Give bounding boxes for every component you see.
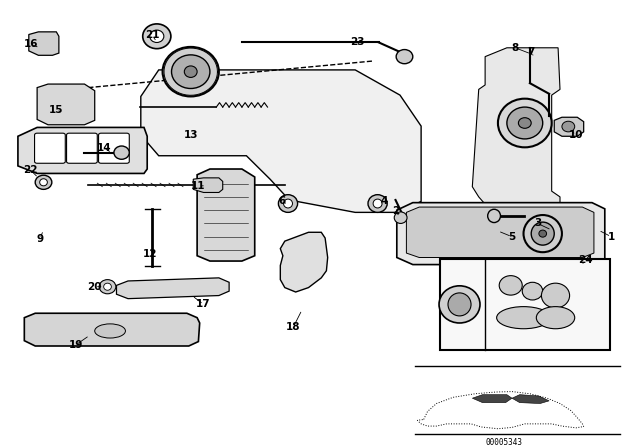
FancyBboxPatch shape: [67, 133, 97, 163]
Polygon shape: [116, 278, 229, 299]
Ellipse shape: [522, 282, 543, 300]
FancyBboxPatch shape: [35, 133, 65, 163]
Text: 14: 14: [97, 143, 111, 153]
Ellipse shape: [104, 283, 111, 290]
Polygon shape: [197, 169, 255, 261]
Ellipse shape: [562, 121, 575, 132]
Ellipse shape: [278, 195, 298, 212]
Text: 4: 4: [380, 196, 388, 207]
Ellipse shape: [172, 55, 210, 89]
Text: 12: 12: [143, 250, 157, 259]
Text: 10: 10: [569, 130, 583, 140]
Ellipse shape: [518, 118, 531, 128]
FancyBboxPatch shape: [440, 259, 610, 349]
Ellipse shape: [531, 222, 554, 245]
Ellipse shape: [163, 47, 219, 96]
Text: 18: 18: [286, 323, 300, 332]
Text: 7: 7: [527, 47, 535, 57]
Ellipse shape: [184, 66, 197, 78]
Polygon shape: [18, 127, 147, 173]
Ellipse shape: [99, 280, 116, 294]
Polygon shape: [24, 313, 200, 346]
Ellipse shape: [40, 179, 47, 186]
Text: 9: 9: [36, 234, 44, 244]
Text: 16: 16: [24, 39, 38, 49]
Ellipse shape: [396, 50, 413, 64]
Ellipse shape: [498, 99, 552, 147]
Ellipse shape: [35, 175, 52, 190]
Text: 6: 6: [278, 196, 285, 207]
Ellipse shape: [373, 199, 382, 208]
Ellipse shape: [284, 199, 292, 208]
Ellipse shape: [143, 24, 171, 49]
Ellipse shape: [394, 212, 407, 224]
Polygon shape: [280, 232, 328, 292]
Polygon shape: [512, 395, 549, 404]
Text: 2: 2: [392, 207, 399, 216]
Text: 20: 20: [88, 282, 102, 292]
Ellipse shape: [114, 146, 129, 159]
Text: 1: 1: [607, 232, 615, 242]
Text: 11: 11: [191, 181, 205, 191]
Text: 5: 5: [508, 232, 516, 242]
Text: 19: 19: [68, 340, 83, 350]
Text: 3: 3: [534, 219, 541, 228]
Text: 21: 21: [145, 30, 159, 40]
Polygon shape: [29, 32, 59, 55]
Ellipse shape: [541, 283, 570, 308]
Ellipse shape: [150, 30, 164, 43]
Text: 15: 15: [49, 105, 63, 115]
Ellipse shape: [368, 195, 387, 212]
Text: 17: 17: [196, 299, 211, 310]
Polygon shape: [554, 117, 584, 136]
Text: 8: 8: [511, 43, 519, 53]
Ellipse shape: [488, 209, 500, 223]
Polygon shape: [406, 207, 594, 258]
Ellipse shape: [497, 306, 550, 329]
Ellipse shape: [539, 230, 547, 237]
Ellipse shape: [448, 293, 471, 316]
Text: 24: 24: [579, 255, 593, 265]
Text: 22: 22: [24, 165, 38, 175]
Polygon shape: [193, 178, 223, 193]
Polygon shape: [141, 70, 421, 212]
Polygon shape: [472, 48, 560, 209]
Polygon shape: [37, 84, 95, 125]
Polygon shape: [397, 202, 605, 265]
Text: 00005343: 00005343: [486, 438, 523, 447]
Polygon shape: [472, 395, 512, 403]
Ellipse shape: [536, 306, 575, 329]
Ellipse shape: [499, 276, 522, 295]
Text: 23: 23: [350, 37, 364, 47]
Ellipse shape: [95, 324, 125, 338]
Ellipse shape: [524, 215, 562, 252]
Ellipse shape: [439, 286, 480, 323]
Polygon shape: [417, 392, 584, 429]
Ellipse shape: [507, 107, 543, 139]
FancyBboxPatch shape: [99, 133, 129, 163]
Text: 13: 13: [184, 130, 198, 140]
